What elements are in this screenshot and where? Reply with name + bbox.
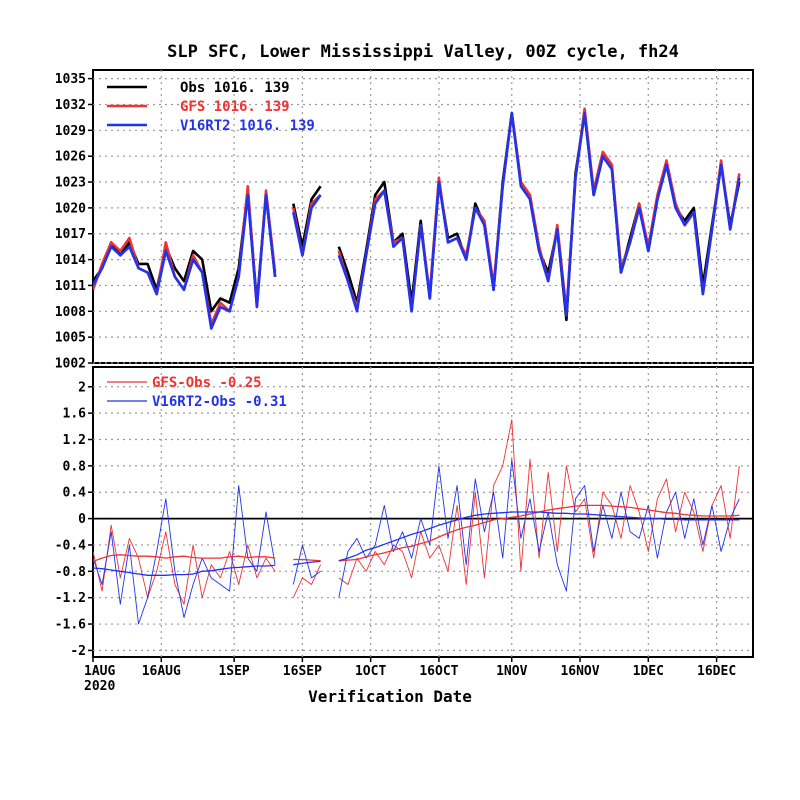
top-legend-label-obs: Obs 1016. 139 (180, 80, 290, 96)
bottom-ytick-label: 1.6 (63, 407, 87, 422)
x-tick-year-label: 2020 (84, 679, 115, 694)
bottom-ytick-label: 0.4 (63, 486, 87, 501)
top-ytick-label: 1029 (55, 124, 86, 139)
top-ytick-label: 1023 (55, 176, 86, 191)
top-ytick-label: 1014 (55, 253, 86, 268)
x-axis: 1AUG 16AUG 1SEP 16SEP 1OCT 16OCT 1NOV 16NOV 1DEC… (84, 657, 736, 694)
x-tick-label: 1DEC (633, 664, 664, 679)
x-tick-label: 16OCT (419, 664, 458, 679)
bottom-ytick-label: -2 (70, 644, 86, 659)
top-ytick-label: 1011 (55, 279, 86, 294)
top-legend-label-gfs: GFS 1016. 139 (180, 99, 290, 115)
top-ytick-label: 1020 (55, 201, 86, 216)
top-ytick-label: 1002 (55, 357, 86, 372)
bottom-ytick-label: 1.2 (63, 433, 86, 448)
top-ytick-label: 1026 (55, 150, 86, 165)
x-tick-label: 1AUG (84, 664, 115, 679)
bottom-ytick-label: 2 (78, 380, 86, 395)
bottom-ytick-label: -1.6 (55, 618, 86, 633)
top-ytick-label: 1035 (55, 72, 86, 87)
top-ytick-label: 1008 (55, 305, 86, 320)
bottom-series-v16 (93, 458, 740, 625)
x-axis-label: Verification Date (308, 687, 472, 706)
bottom-ytick-label: 0.8 (63, 459, 87, 474)
bottom-series-v16-mean (93, 511, 740, 576)
bottom-legend-label-v16: V16RT2-Obs -0.31 (152, 394, 287, 410)
bottom-ytick-label: -1.2 (55, 591, 86, 606)
top-ytick-label: 1017 (55, 227, 86, 242)
top-legend-label-v16: V16RT2 1016. 139 (180, 118, 315, 134)
top-series-gfs (93, 107, 741, 326)
bottom-ytick-label: -0.4 (55, 538, 86, 553)
x-tick-label: 16AUG (142, 664, 181, 679)
x-tick-label: 1NOV (496, 664, 527, 679)
x-tick-label: 16NOV (560, 664, 599, 679)
bottom-frame (92, 366, 754, 658)
x-tick-label: 16SEP (283, 664, 322, 679)
bottom-panel: -2 -1.6 -1.2 -0.8 -0.4 0 0.4 0.8 1.2 1.6 2 GFS-Obs … (55, 366, 754, 659)
top-ytick-label: 1032 (55, 98, 86, 113)
bottom-legend-label-gfs: GFS-Obs -0.25 (152, 375, 262, 391)
bottom-ytick-label: 0 (78, 512, 86, 527)
bottom-series-gfs (93, 419, 740, 605)
x-tick-label: 1OCT (355, 664, 386, 679)
x-tick-label: 1SEP (218, 664, 249, 679)
top-panel: 1002 1005 1008 1011 1014 1017 1020 1023 1026 1029… (55, 69, 754, 372)
chart-title: SLP SFC, Lower Mississippi Valley, 00Z c… (167, 42, 679, 62)
top-series-v16 (93, 111, 741, 330)
top-ytick-label: 1005 (55, 331, 86, 346)
bottom-ytick-label: -0.8 (55, 565, 86, 580)
x-tick-label: 16DEC (697, 664, 736, 679)
